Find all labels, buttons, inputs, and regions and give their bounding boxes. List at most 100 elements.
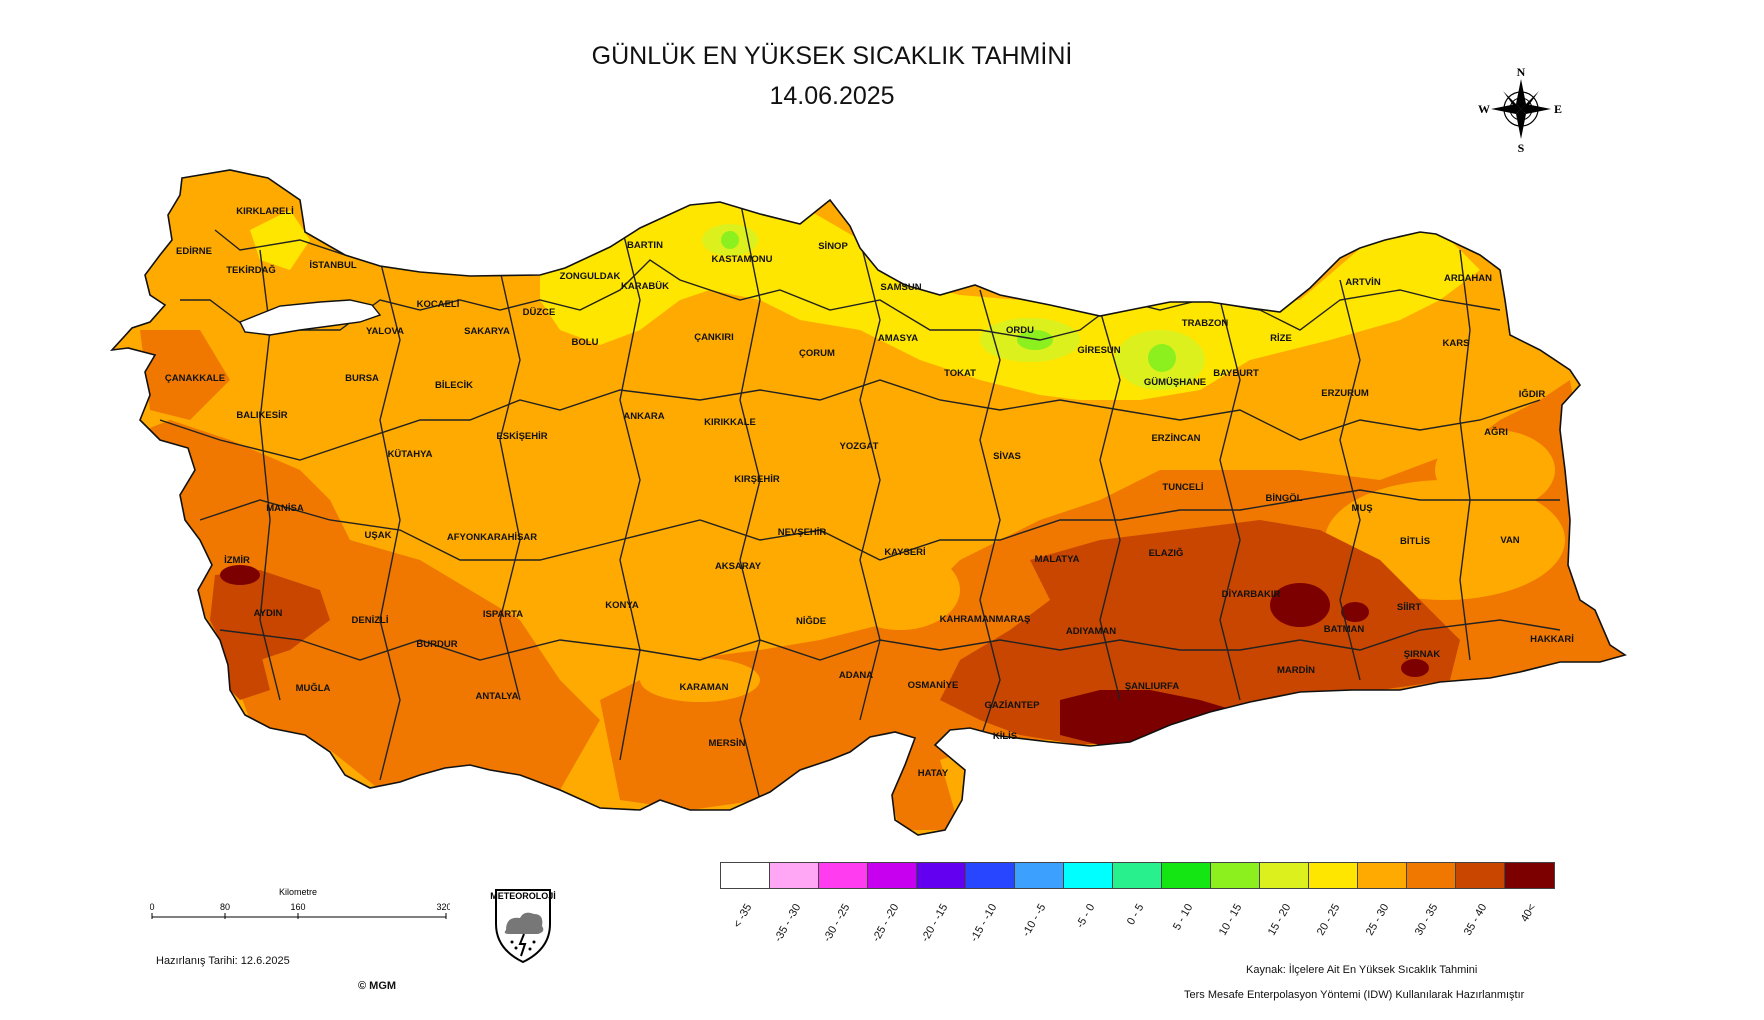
province-label: ELAZIĞ [1149,547,1184,559]
province-label: BİNGÖL [1266,493,1303,504]
compass-e: E [1554,102,1562,116]
province-label: HATAY [918,768,949,779]
province-label: GÜMÜŞHANE [1144,377,1206,388]
province-label: ORDU [1006,325,1034,336]
province-label: ARTVİN [1345,277,1381,288]
province-label: TOKAT [944,368,976,379]
temperature-legend [720,862,1555,889]
province-label: İSTANBUL [309,260,357,271]
province-label: UŞAK [365,530,392,541]
province-label: KARAMAN [679,682,728,693]
province-label: AĞRI [1484,426,1508,438]
province-label: YALOVA [366,326,404,337]
legend-swatch [819,863,868,888]
province-label: DÜZCE [523,307,556,318]
province-label: ÇANKIRI [694,332,734,343]
province-label: KIRKLARELİ [236,206,294,217]
province-label: AYDIN [254,608,283,619]
scale-unit: Kilometre [279,887,317,897]
province-label: KIRŞEHİR [734,474,780,485]
legend-swatch [1113,863,1162,888]
legend-swatch [1309,863,1358,888]
legend-swatch [1015,863,1064,888]
scale-bar: Kilometre 0 80 160 320 [150,887,450,919]
legend-swatch [721,863,770,888]
compass-w: W [1478,102,1490,116]
province-label: ZONGULDAK [560,271,621,282]
province-label: BATMAN [1324,624,1365,635]
province-label: SAKARYA [464,326,510,337]
province-labels: KIRKLARELİ EDİRNE TEKİRDAĞ İSTANBUL KOCAELİ Y… [165,206,1574,779]
legend-swatch [917,863,966,888]
compass-rose-icon: N S W E [1478,65,1562,155]
province-label: MALATYA [1035,554,1080,565]
province-label: TEKİRDAĞ [226,264,276,276]
legend-swatch [1162,863,1211,888]
prepared-date: Hazırlanış Tarihi: 12.6.2025 [156,955,290,967]
province-label: HAKKARİ [1530,634,1574,645]
province-label: ISPARTA [483,609,523,620]
province-label: DİYARBAKIR [1222,589,1281,600]
legend-swatch [770,863,819,888]
province-label: KİLİS [993,731,1017,742]
province-label: ADIYAMAN [1066,626,1116,637]
province-label: SİNOP [818,241,848,252]
province-label: ŞANLIURFA [1125,681,1180,692]
province-label: ESKİŞEHİR [496,431,547,442]
province-label: OSMANİYE [908,680,959,691]
compass-n: N [1517,65,1526,79]
province-label: GİRESUN [1077,345,1120,356]
province-label: MERSİN [709,738,746,749]
province-label: KAHRAMANMARAŞ [940,614,1031,625]
scale-tick: 320 [436,902,450,912]
legend-swatch [1064,863,1113,888]
province-label: SAMSUN [880,282,921,293]
province-label: KAYSERİ [884,547,925,558]
province-label: KÜTAHYA [388,449,433,460]
province-label: AFYONKARAHİSAR [447,532,537,543]
province-label: BURDUR [416,639,457,650]
province-label: BURSA [345,373,379,384]
province-label: RİZE [1270,333,1292,344]
province-label: SİİRT [1397,602,1421,613]
compass-s: S [1518,141,1525,155]
province-label: SİVAS [993,451,1021,462]
province-label: ŞIRNAK [1404,649,1441,660]
province-label: ANTALYA [476,691,519,702]
scale-tick: 0 [150,902,155,912]
province-label: ARDAHAN [1444,273,1492,284]
province-label: NEVŞEHİR [778,527,827,538]
legend-swatch [1456,863,1505,888]
province-label: BİLECİK [435,380,473,391]
province-label: AKSARAY [715,561,762,572]
province-label: KOCAELİ [417,299,460,310]
province-label: KIRIKKALE [704,417,756,428]
province-label: İZMİR [224,555,250,566]
province-label: VAN [1500,535,1519,546]
legend-swatch [1505,863,1554,888]
province-label: KARS [1443,338,1470,349]
province-label: BAYBURT [1213,368,1259,379]
province-label: KARABÜK [621,281,669,292]
logo-text: METEOROLOJİ [490,891,556,901]
province-label: MARDİN [1277,665,1315,676]
province-label: ÇORUM [799,348,835,359]
method-note: Ters Mesafe Enterpolasyon Yöntemi (IDW) … [1184,989,1525,1001]
mgm-logo: METEOROLOJİ [490,889,556,964]
scale-tick: 160 [290,902,305,912]
province-label: YOZGAT [840,441,879,452]
province-label: BALIKESİR [236,410,287,421]
province-label: BOLU [572,337,599,348]
scale-tick: 80 [220,902,230,912]
province-label: DENİZLİ [352,615,389,626]
legend-swatch [868,863,917,888]
marmara-sea [239,299,382,336]
legend-swatch [1260,863,1309,888]
province-label: TUNCELİ [1162,482,1203,493]
province-label: MANİSA [266,503,304,514]
province-label: MUŞ [1351,503,1372,514]
province-label: NİĞDE [796,615,826,627]
province-label: KASTAMONU [711,254,772,265]
province-label: MUĞLA [296,682,331,694]
map-title: GÜNLÜK EN YÜKSEK SICAKLIK TAHMİNİ [591,42,1073,70]
